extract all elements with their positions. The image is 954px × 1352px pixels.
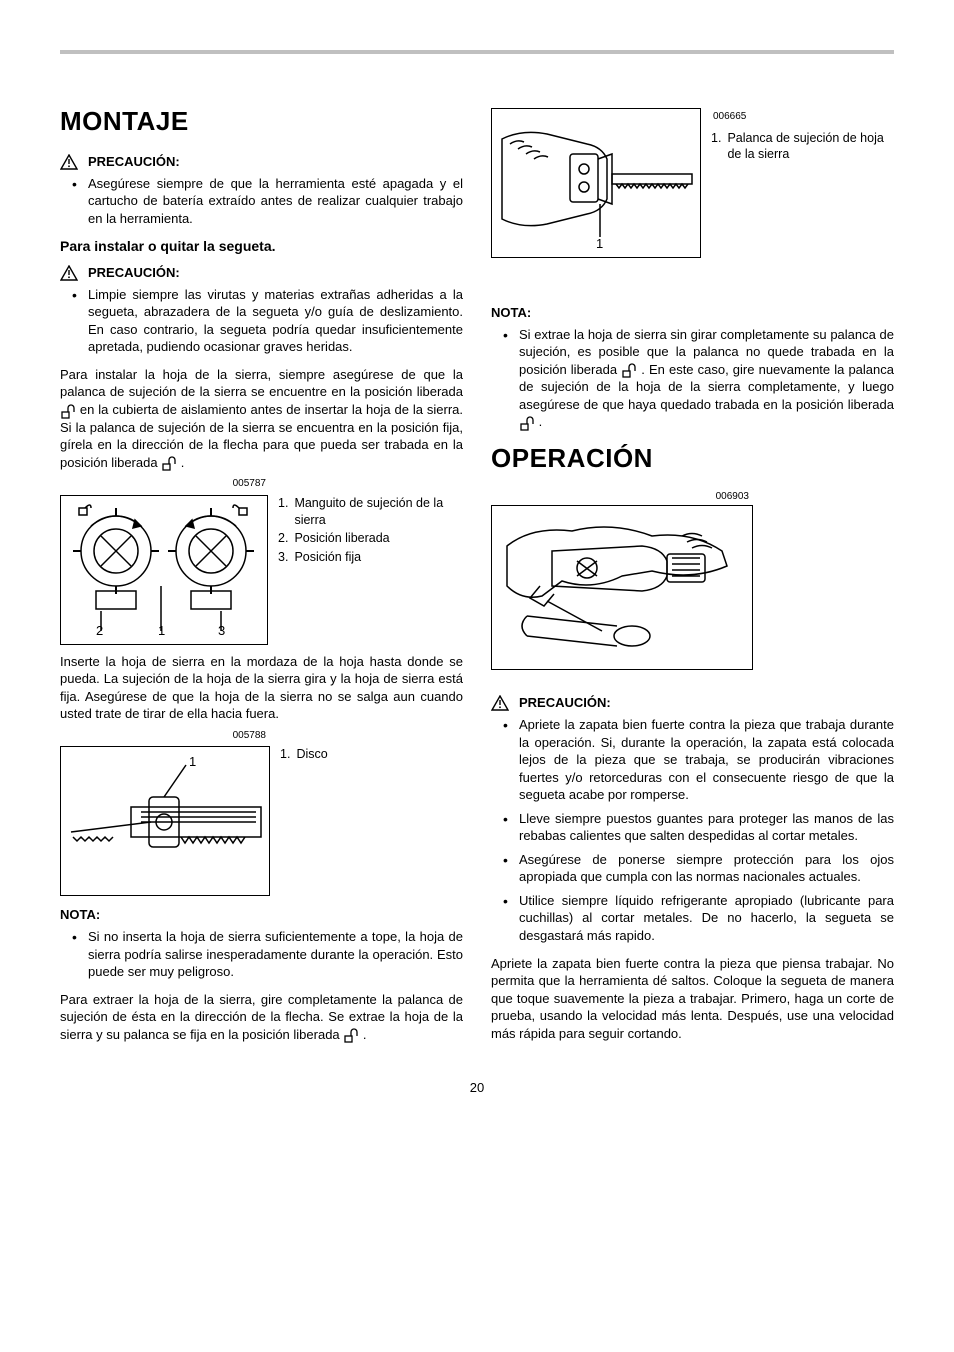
figure-4: 006903 — [491, 490, 894, 671]
list-item: Asegúrese siempre de que la herramienta … — [88, 175, 463, 228]
callout-item: 1.Disco — [280, 746, 328, 763]
figure-code: 005788 — [60, 729, 270, 743]
caution-1-list: Asegúrese siempre de que la herramienta … — [60, 175, 463, 228]
paragraph: Inserte la hoja de sierra en la mordaza … — [60, 653, 463, 723]
left-column: MONTAJE PRECAUCIÓN: Asegúrese siempre de… — [60, 104, 463, 1049]
subheading-instalar: Para instalar o quitar la segueta. — [60, 237, 463, 256]
right-column: 1 006665 1.Palanca de sujeción de hoja d… — [491, 104, 894, 1049]
figure-code: 006903 — [491, 490, 753, 504]
figure-3: 1 006665 1.Palanca de sujeción de hoja d… — [491, 108, 894, 258]
caution-label: PRECAUCIÓN: — [519, 694, 611, 712]
heading-montaje: MONTAJE — [60, 104, 463, 139]
text: . — [177, 455, 184, 470]
figure-1-label-1: 1 — [158, 622, 165, 640]
warning-icon — [60, 265, 78, 281]
paragraph: Para instalar la hoja de la sierra, siem… — [60, 366, 463, 471]
list-item: Asegúrese de ponerse siempre protección … — [519, 851, 894, 886]
lock-open-icon — [621, 362, 637, 378]
figure-1-callouts: 1.Manguito de sujeción de la sierra 2.Po… — [278, 495, 463, 569]
list-item: Lleve siempre puestos guantes para prote… — [519, 810, 894, 845]
callout-item: 1.Palanca de sujeción de hoja de la sier… — [711, 130, 894, 164]
figure-2-image: 1 — [60, 746, 270, 896]
list-item: Si no inserta la hoja de sierra suficien… — [88, 928, 463, 981]
list-item: Si extrae la hoja de sierra sin girar co… — [519, 326, 894, 431]
figure-4-svg — [492, 506, 750, 667]
lock-open-icon — [519, 415, 535, 431]
caution-label: PRECAUCIÓN: — [88, 264, 180, 282]
callout-item: 2.Posición liberada — [278, 530, 463, 547]
figure-2-callouts: 1.Disco — [280, 746, 328, 765]
page: MONTAJE PRECAUCIÓN: Asegúrese siempre de… — [0, 0, 954, 1127]
figure-1-image: 2 1 3 — [60, 495, 268, 645]
figure-1-label-3: 3 — [218, 622, 225, 640]
text: . — [535, 414, 542, 429]
figure-3-callouts: 1.Palanca de sujeción de hoja de la sier… — [711, 130, 894, 164]
top-rule — [60, 50, 894, 54]
note-1-list: Si no inserta la hoja de sierra suficien… — [60, 928, 463, 981]
text: . — [359, 1027, 366, 1042]
paragraph: Apriete la zapata bien fuerte contra la … — [491, 955, 894, 1043]
lock-open-icon — [60, 403, 76, 419]
figure-code: 006665 — [711, 110, 894, 124]
lock-open-icon — [161, 455, 177, 471]
text: Para extraer la hoja de la sierra, gire … — [60, 992, 463, 1042]
figure-3-image: 1 — [491, 108, 701, 258]
note-label: NOTA: — [491, 304, 894, 322]
figure-3-label-1: 1 — [596, 235, 603, 253]
callout-item: 3.Posición fija — [278, 549, 463, 566]
caution-block-2: PRECAUCIÓN: — [60, 264, 463, 282]
note-2-list: Si extrae la hoja de sierra sin girar co… — [491, 326, 894, 431]
page-number: 20 — [60, 1079, 894, 1097]
caution-block-3: PRECAUCIÓN: — [491, 694, 894, 712]
list-item: Apriete la zapata bien fuerte contra la … — [519, 716, 894, 804]
text: en la cubierta de aislamiento antes de i… — [60, 402, 463, 470]
figure-code: 005787 — [60, 477, 270, 491]
figure-1-svg — [61, 496, 267, 642]
figure-4-image — [491, 505, 753, 670]
heading-operacion: OPERACIÓN — [491, 441, 894, 476]
two-column-layout: MONTAJE PRECAUCIÓN: Asegúrese siempre de… — [60, 104, 894, 1049]
caution-label: PRECAUCIÓN: — [88, 153, 180, 171]
figure-1-label-2: 2 — [96, 622, 103, 640]
list-item: Utilice siempre líquido refrigerante apr… — [519, 892, 894, 945]
paragraph: Para extraer la hoja de la sierra, gire … — [60, 991, 463, 1044]
note-label: NOTA: — [60, 906, 463, 924]
lock-open-icon — [343, 1027, 359, 1043]
warning-icon — [491, 695, 509, 711]
figure-3-svg — [492, 109, 698, 255]
text: Para instalar la hoja de la sierra, siem… — [60, 367, 463, 400]
caution-3-list: Apriete la zapata bien fuerte contra la … — [491, 716, 894, 945]
caution-block-1: PRECAUCIÓN: — [60, 153, 463, 171]
caution-2-list: Limpie siempre las virutas y materias ex… — [60, 286, 463, 356]
figure-2-label-1: 1 — [189, 753, 196, 771]
figure-2-svg — [61, 747, 267, 893]
figure-1: 005787 — [60, 477, 463, 645]
warning-icon — [60, 154, 78, 170]
callout-item: 1.Manguito de sujeción de la sierra — [278, 495, 463, 529]
figure-2: 005788 — [60, 729, 463, 897]
list-item: Limpie siempre las virutas y materias ex… — [88, 286, 463, 356]
